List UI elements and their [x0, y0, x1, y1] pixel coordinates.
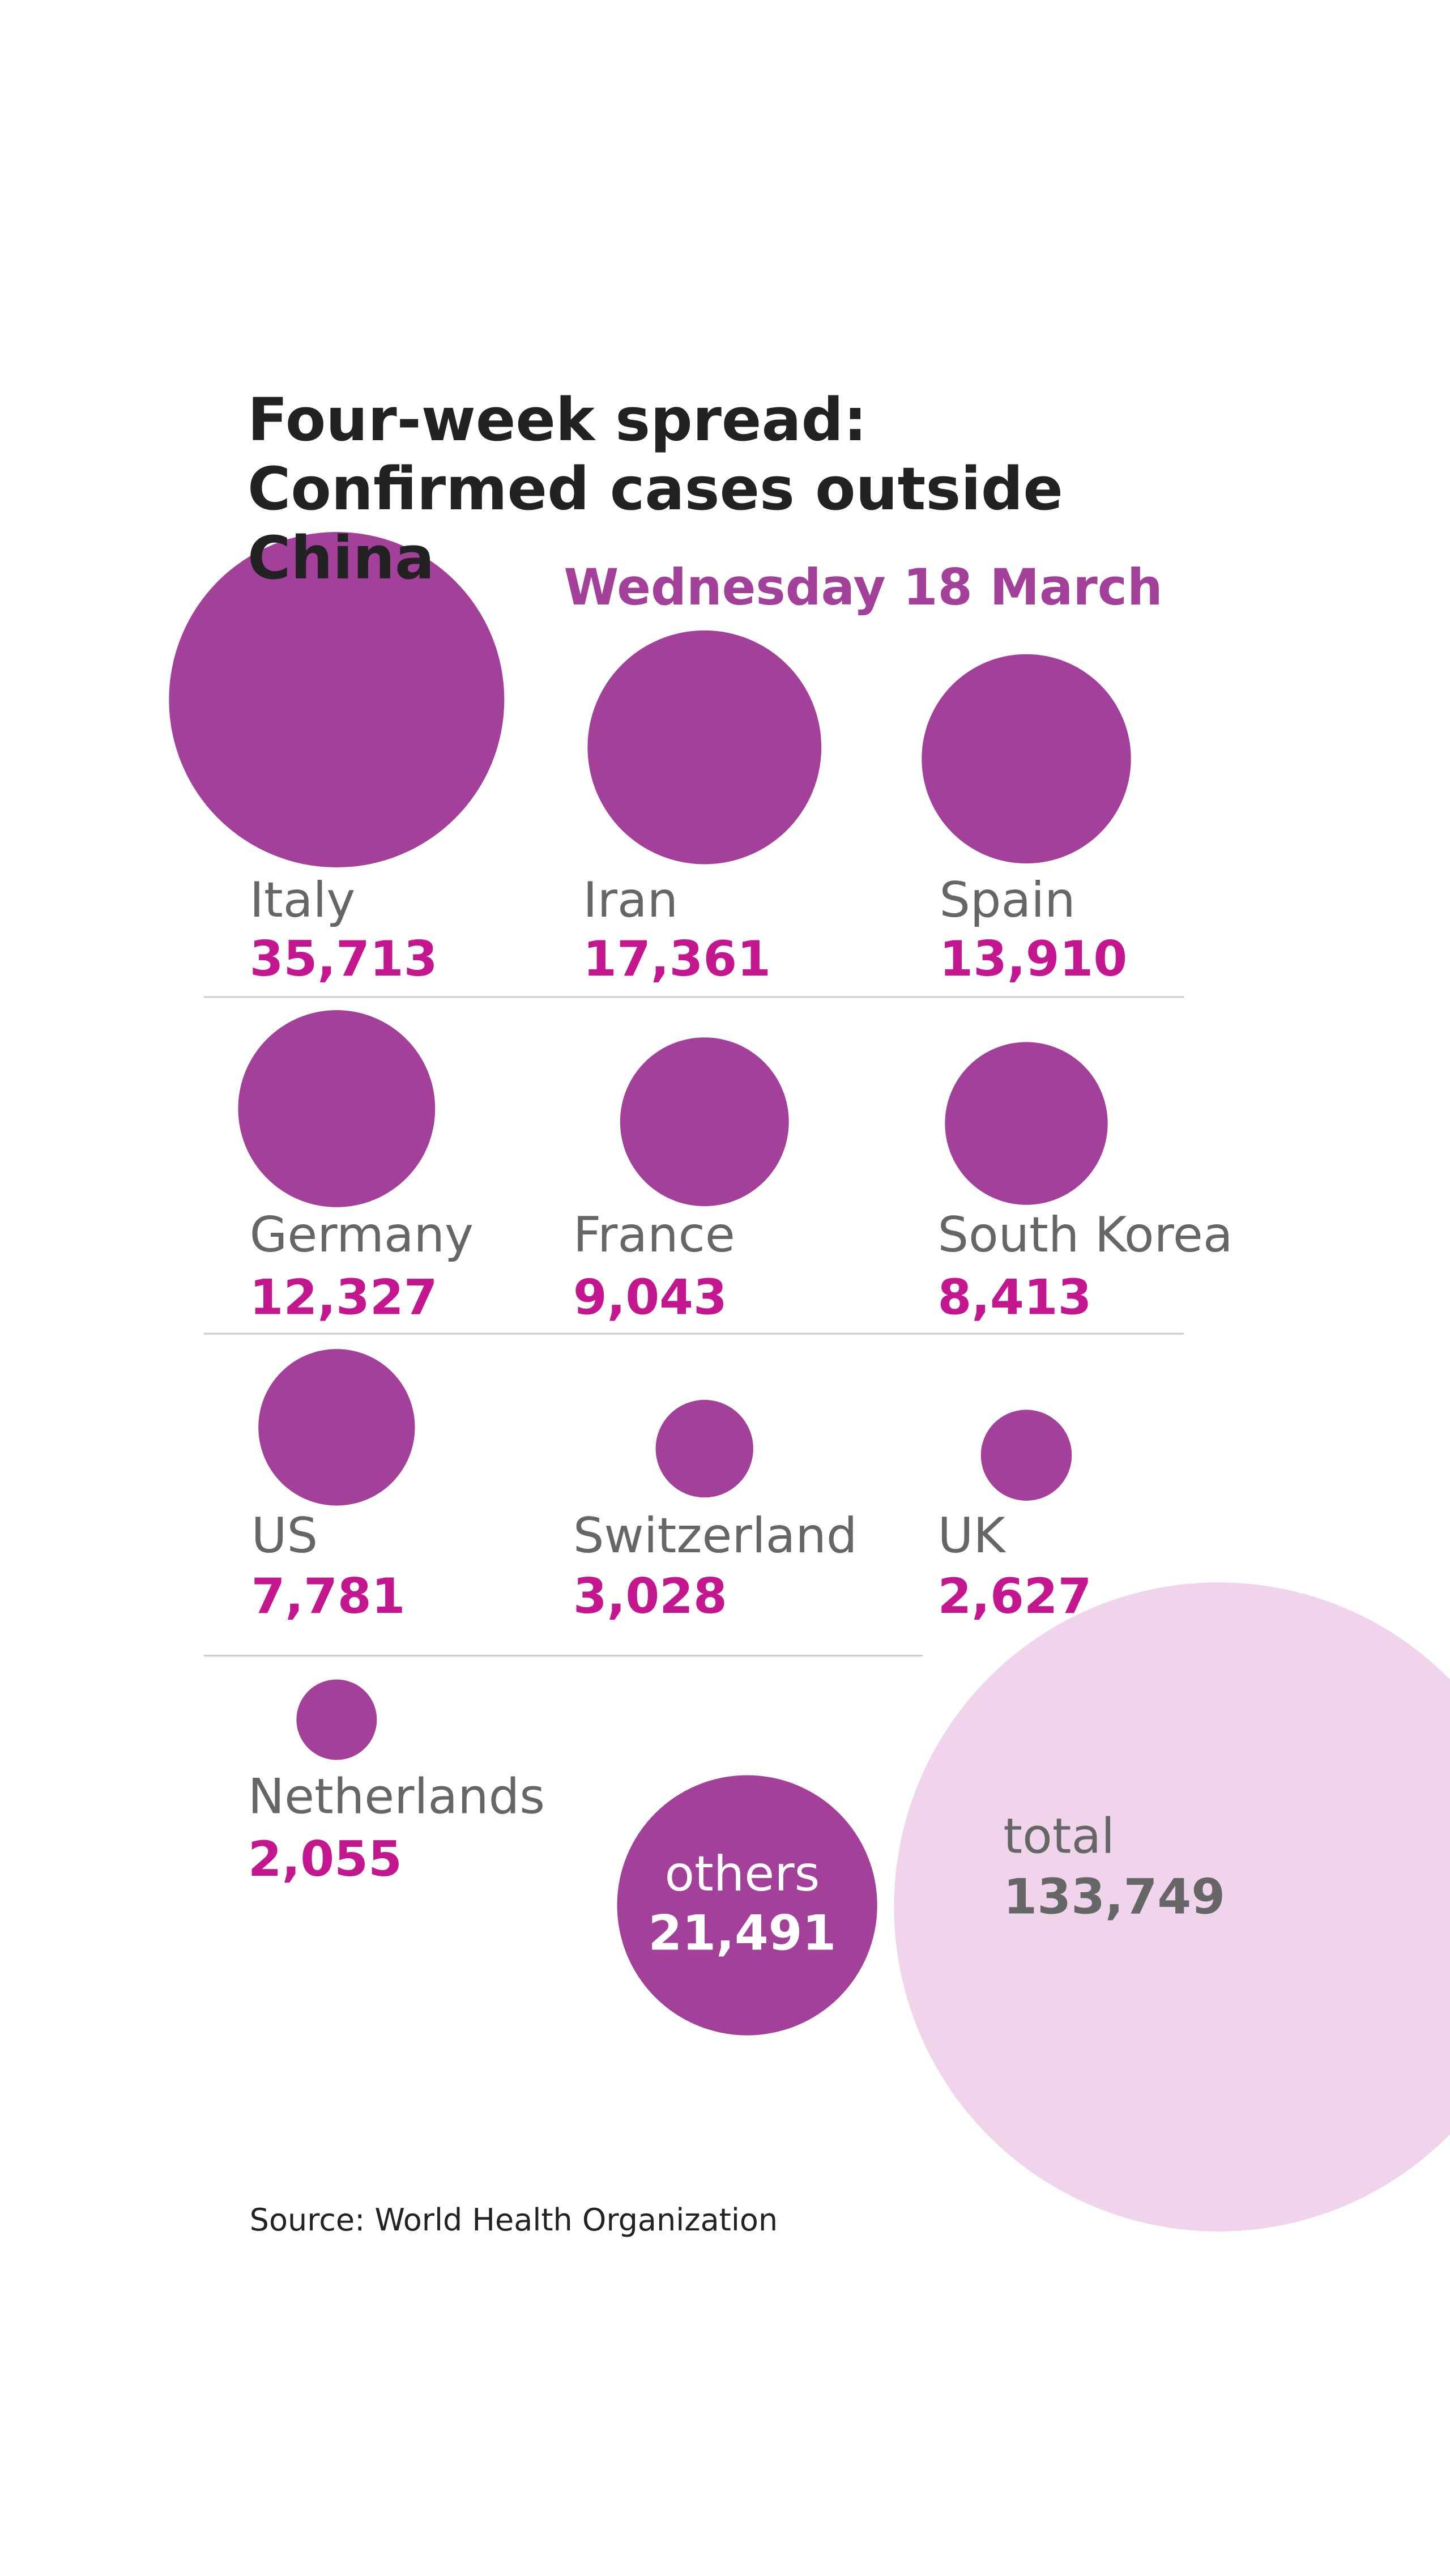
- category-label: South Korea: [937, 1207, 1232, 1263]
- value-label: 2,627: [937, 1568, 1091, 1625]
- value-label: 7,781: [251, 1568, 406, 1625]
- value-label: 12,327: [250, 1269, 438, 1326]
- category-label: France: [573, 1207, 735, 1263]
- value-label: 35,713: [250, 931, 438, 987]
- value-label: 13,910: [939, 931, 1127, 987]
- value-label: 8,413: [937, 1269, 1091, 1326]
- bubble: [945, 1042, 1108, 1205]
- bubble: [922, 654, 1131, 864]
- bubble: [620, 1037, 789, 1207]
- category-label: others: [664, 1846, 820, 1902]
- value-label: 17,361: [583, 931, 771, 987]
- category-label: Spain: [939, 872, 1075, 929]
- bubble: [587, 630, 822, 865]
- value-label: 21,491: [649, 1905, 837, 1961]
- category-label: total: [1003, 1808, 1115, 1864]
- chart-title: Four-week spread: Confirmed cases outsid…: [248, 385, 1063, 593]
- category-label: Switzerland: [573, 1508, 858, 1564]
- bubble: [980, 1410, 1072, 1501]
- bubble: [258, 1349, 415, 1506]
- bubble: [655, 1399, 753, 1498]
- category-label: Italy: [250, 872, 356, 929]
- bubble: [617, 1775, 877, 2036]
- source: Source: World Health Organization: [250, 2202, 778, 2238]
- category-label: US: [251, 1508, 318, 1564]
- category-label: UK: [937, 1508, 1007, 1564]
- bubble: [894, 1582, 1450, 2232]
- value-label: 2,055: [248, 1831, 402, 1888]
- value-label: 9,043: [573, 1269, 727, 1326]
- category-label: Netherlands: [248, 1769, 545, 1825]
- category-label: Germany: [250, 1207, 474, 1263]
- subtitle: Wednesday 18 March: [564, 558, 1162, 616]
- category-label: Iran: [583, 872, 678, 929]
- value-label: 133,749: [1003, 1869, 1225, 1926]
- bubble: [169, 532, 505, 868]
- bubble: [296, 1679, 377, 1760]
- bubble: [238, 1010, 436, 1207]
- value-label: 3,028: [573, 1568, 727, 1625]
